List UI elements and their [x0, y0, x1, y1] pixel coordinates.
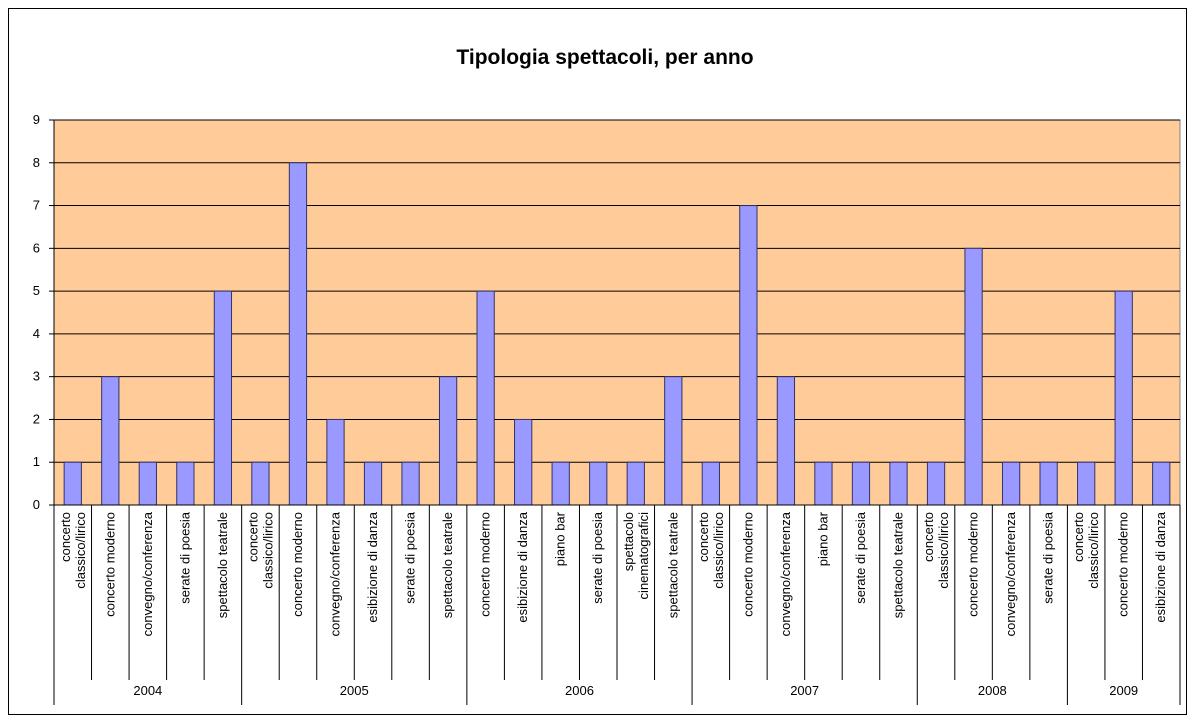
x-tick-label: convegno/conferenza: [328, 511, 343, 636]
bar: [814, 461, 833, 506]
group-label: 2004: [133, 683, 162, 698]
x-tick-label: concerto moderno: [478, 512, 493, 617]
bar: [514, 418, 533, 506]
bar: [851, 461, 871, 506]
x-tick-label: piano bar: [815, 511, 830, 566]
bar: [889, 461, 908, 506]
bar: [701, 461, 720, 506]
x-tick-label: concerto moderno: [1116, 512, 1131, 617]
x-tick-label: concerto moderno: [740, 512, 755, 617]
y-tick-label: 3: [33, 369, 40, 384]
x-tick-label: convegno/conferenza: [1003, 511, 1018, 636]
group-label: 2009: [1109, 683, 1138, 698]
bar: [213, 290, 233, 506]
x-tick-label: concerto moderno: [966, 512, 981, 617]
bar: [589, 461, 608, 506]
bar: [251, 461, 270, 506]
x-tick-label: concertoclassico/lirico: [245, 512, 275, 589]
x-tick-label: serate di poesia: [590, 511, 605, 604]
group-label: 2008: [978, 683, 1007, 698]
bar: [964, 247, 983, 506]
y-tick-label: 9: [33, 112, 40, 127]
bar: [926, 461, 946, 506]
bar: [664, 376, 683, 506]
x-tick-label: spettacolo teatrale: [215, 512, 230, 618]
bar: [626, 461, 645, 506]
x-tick-label: serate di poesia: [403, 511, 418, 604]
x-tick-label: esibizione di danza: [365, 511, 380, 622]
x-tick-label: esibizione di danza: [1153, 511, 1168, 622]
x-tick-label: spettacolo teatrale: [440, 512, 455, 618]
group-label: 2006: [565, 683, 594, 698]
y-tick-label: 4: [33, 326, 40, 341]
bar: [176, 461, 195, 506]
bar: [1114, 290, 1133, 506]
y-tick-label: 2: [33, 411, 40, 426]
bar: [1152, 461, 1171, 506]
bar: [1039, 461, 1058, 506]
x-tick-label: spettacolo teatrale: [665, 512, 680, 618]
x-tick-label: piano bar: [553, 511, 568, 566]
group-label: 2007: [790, 683, 819, 698]
x-tick-label: concerto moderno: [102, 512, 117, 617]
y-tick-label: 1: [33, 454, 40, 469]
bar: [138, 461, 157, 506]
y-tick-label: 6: [33, 240, 40, 255]
bar: [438, 376, 458, 506]
bar: [1077, 461, 1096, 506]
bar: [551, 461, 570, 506]
chart-title: Tipologia spettacoli, per anno: [456, 46, 753, 69]
x-tick-label: serate di poesia: [853, 511, 868, 604]
bar: [476, 290, 495, 506]
x-tick-label: convegno/conferenza: [778, 511, 793, 636]
bar: [739, 205, 758, 506]
y-tick-label: 7: [33, 198, 40, 213]
x-tick-label: concertoclassico/lirico: [58, 512, 88, 589]
bar: [401, 461, 420, 506]
x-tick-label: serate di poesia: [177, 511, 192, 604]
x-tick-label: spettacolo teatrale: [891, 512, 906, 618]
bar: [1001, 461, 1021, 506]
x-tick-label: spettacolocinematografici: [621, 512, 651, 600]
x-tick-label: concertoclassico/lirico: [696, 512, 726, 589]
y-tick-label: 5: [33, 283, 40, 298]
y-tick-label: 0: [33, 497, 40, 512]
x-tick-label: concertoclassico/lirico: [921, 512, 951, 589]
plot-area: [53, 119, 1181, 506]
bar: [101, 376, 120, 506]
x-tick-label: concerto moderno: [290, 512, 305, 617]
x-tick-label: esibizione di danza: [515, 511, 530, 622]
x-tick-label: serate di poesia: [1041, 511, 1056, 604]
bar: [776, 376, 796, 506]
bar: [363, 461, 383, 506]
group-label: 2005: [340, 683, 369, 698]
bar: [288, 162, 308, 506]
x-tick-label: concertoclassico/lirico: [1071, 512, 1101, 589]
y-tick-label: 8: [33, 155, 40, 170]
bar: [326, 418, 345, 506]
x-tick-label: convegno/conferenza: [140, 511, 155, 636]
bar: [63, 461, 82, 506]
